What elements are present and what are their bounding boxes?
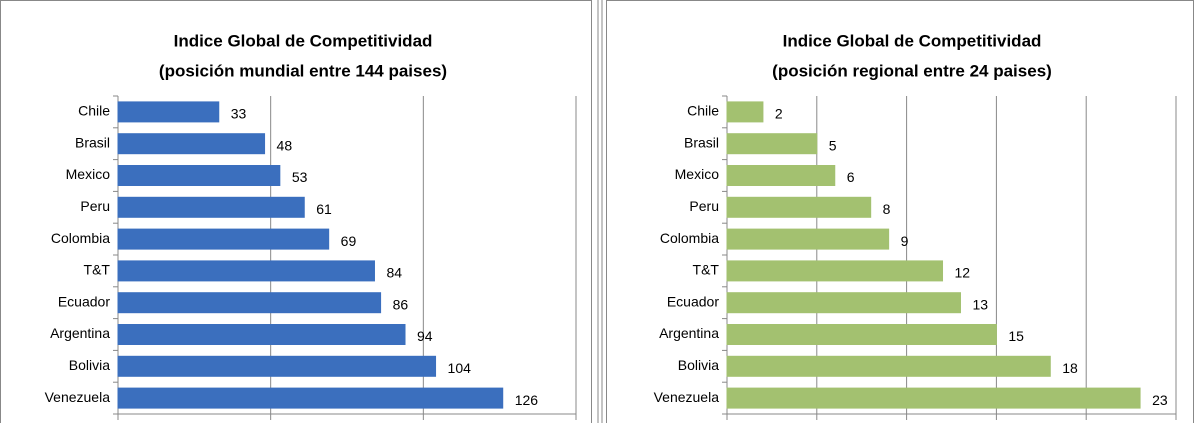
y-tick-label: Colombia: [660, 230, 719, 246]
data-label: 104: [448, 360, 472, 376]
bar: [117, 355, 437, 377]
data-label: 23: [1152, 392, 1168, 408]
bar: [117, 133, 266, 155]
y-tick-label: T&T: [693, 262, 720, 278]
bar: [726, 165, 836, 186]
data-label: 15: [1008, 328, 1024, 344]
chart-title: Indice Global de Competitividad: [783, 31, 1042, 50]
data-label: 33: [231, 106, 247, 122]
y-tick-label: Chile: [78, 103, 110, 119]
data-label: 69: [341, 233, 357, 249]
data-label: 12: [955, 265, 971, 281]
data-label: 9: [901, 233, 909, 249]
bar: [726, 101, 764, 123]
data-label: 53: [292, 169, 308, 185]
bar: [117, 165, 281, 186]
chart-subtitle: (posición mundial entre 144 paises): [159, 61, 447, 80]
y-tick-label: Argentina: [50, 325, 110, 341]
bar: [726, 355, 1051, 377]
panel-border: [0, 0, 592, 423]
y-tick-label: Peru: [689, 198, 719, 214]
bar: [117, 387, 504, 409]
y-tick-label: Chile: [687, 103, 719, 119]
data-label: 5: [829, 137, 837, 153]
data-label: 13: [972, 296, 988, 312]
data-label: 86: [393, 296, 409, 312]
bar: [726, 387, 1141, 409]
data-label: 61: [316, 201, 332, 217]
bar: [117, 292, 382, 314]
y-tick-label: Brasil: [75, 134, 110, 150]
bar: [726, 292, 961, 314]
y-tick-label: Venezuela: [654, 389, 720, 405]
y-tick-label: Mexico: [675, 166, 720, 182]
data-label: 84: [386, 265, 402, 281]
bar: [726, 260, 944, 282]
bar: [726, 196, 872, 218]
y-tick-label: Brasil: [684, 134, 719, 150]
data-label: 2: [775, 106, 783, 122]
data-label: 18: [1062, 360, 1078, 376]
y-tick-label: Peru: [80, 198, 110, 214]
data-label: 126: [515, 392, 539, 408]
data-label: 94: [417, 328, 433, 344]
bar: [726, 133, 818, 155]
y-tick-label: Bolivia: [69, 357, 110, 373]
data-label: 48: [277, 137, 293, 153]
data-label: 6: [847, 169, 855, 185]
y-tick-label: Ecuador: [667, 293, 719, 309]
bar: [117, 260, 375, 282]
bar: [726, 228, 890, 250]
bar: [117, 101, 220, 123]
chart-title: Indice Global de Competitividad: [174, 31, 433, 50]
y-tick-label: Venezuela: [45, 389, 111, 405]
y-tick-label: Colombia: [51, 230, 110, 246]
y-tick-label: Ecuador: [58, 293, 110, 309]
data-label: 8: [883, 201, 891, 217]
chart-subtitle: (posición regional entre 24 paises): [772, 61, 1052, 80]
y-tick-label: T&T: [84, 262, 111, 278]
bar: [726, 324, 997, 345]
y-tick-label: Mexico: [66, 166, 111, 182]
y-tick-label: Argentina: [659, 325, 719, 341]
bar: [117, 228, 330, 250]
bar: [117, 196, 305, 218]
panel-border: [606, 0, 1194, 423]
y-tick-label: Bolivia: [678, 357, 719, 373]
bar: [117, 324, 406, 345]
